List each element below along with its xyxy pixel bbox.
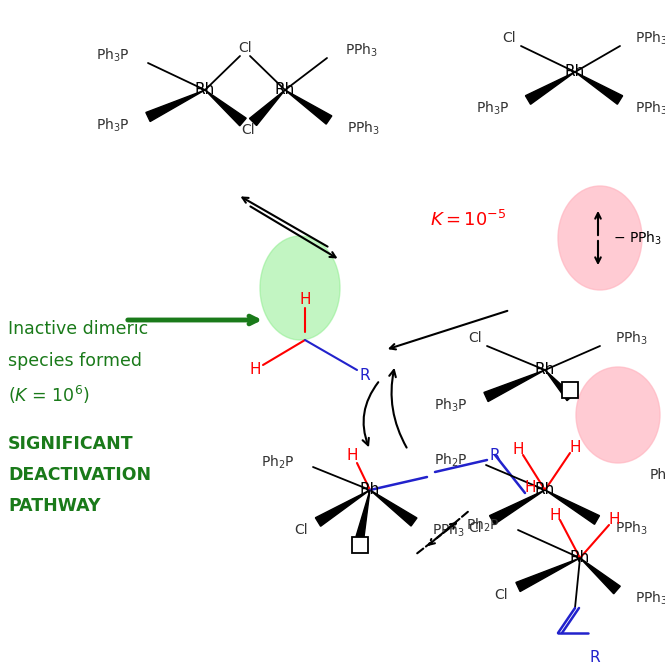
Text: Ph$_3$P: Ph$_3$P xyxy=(434,397,468,414)
Text: PPh$_3$: PPh$_3$ xyxy=(615,519,648,537)
Text: Ph$_3$P: Ph$_3$P xyxy=(476,99,510,117)
Polygon shape xyxy=(545,370,573,401)
Text: Ph$_2$P: Ph$_2$P xyxy=(466,516,500,534)
Polygon shape xyxy=(205,90,246,126)
Text: R: R xyxy=(590,651,600,662)
Text: SIGNIFICANT: SIGNIFICANT xyxy=(8,435,134,453)
Ellipse shape xyxy=(558,186,642,290)
Text: H: H xyxy=(549,508,561,522)
Text: PPh$_3$: PPh$_3$ xyxy=(635,29,665,47)
Text: H: H xyxy=(608,512,620,528)
Text: Cl: Cl xyxy=(468,521,482,535)
Text: PPh$_3$: PPh$_3$ xyxy=(615,329,648,347)
Text: PPh$_3$: PPh$_3$ xyxy=(635,99,665,117)
Text: Cl: Cl xyxy=(238,41,252,55)
Text: Cl: Cl xyxy=(494,588,508,602)
Text: Cl: Cl xyxy=(502,31,516,45)
Text: ($K$ = 10$^6$): ($K$ = 10$^6$) xyxy=(8,384,90,406)
Polygon shape xyxy=(146,90,205,122)
Polygon shape xyxy=(545,490,600,524)
Text: PATHWAY: PATHWAY xyxy=(8,497,100,515)
Text: PPh$_3$: PPh$_3$ xyxy=(635,589,665,606)
Bar xyxy=(562,382,578,398)
Text: Cl: Cl xyxy=(241,123,255,137)
Text: Inactive dimeric: Inactive dimeric xyxy=(8,320,148,338)
Text: Cl: Cl xyxy=(295,523,308,537)
Polygon shape xyxy=(516,558,580,592)
Polygon shape xyxy=(370,490,417,526)
Text: − PPh$_3$: − PPh$_3$ xyxy=(613,229,662,247)
Text: Ph$_3$P: Ph$_3$P xyxy=(96,117,130,134)
Text: R: R xyxy=(489,448,500,463)
Text: Rh: Rh xyxy=(535,363,555,377)
Text: PPh$_3$: PPh$_3$ xyxy=(345,41,378,59)
Text: H: H xyxy=(299,293,311,308)
Text: PPh$_3$: PPh$_3$ xyxy=(432,521,465,539)
Text: R: R xyxy=(360,367,370,383)
Polygon shape xyxy=(525,72,575,105)
Text: species formed: species formed xyxy=(8,352,142,370)
Text: PPh$_3$: PPh$_3$ xyxy=(347,119,380,136)
Text: H: H xyxy=(512,442,524,457)
Polygon shape xyxy=(580,558,620,594)
Text: Rh: Rh xyxy=(275,83,295,97)
Polygon shape xyxy=(484,370,545,402)
Ellipse shape xyxy=(576,367,660,463)
Polygon shape xyxy=(285,90,332,124)
Polygon shape xyxy=(489,490,545,524)
Polygon shape xyxy=(315,490,370,526)
Text: Ph$_2$P: Ph$_2$P xyxy=(261,453,295,471)
Text: Ph: Ph xyxy=(650,468,665,482)
Text: Cl: Cl xyxy=(468,331,482,345)
Polygon shape xyxy=(575,72,622,104)
Polygon shape xyxy=(356,490,370,538)
Polygon shape xyxy=(249,90,285,126)
Text: H: H xyxy=(249,363,261,377)
Text: Ph$_2$P: Ph$_2$P xyxy=(434,451,468,469)
Text: Rh: Rh xyxy=(535,483,555,498)
Text: H: H xyxy=(524,481,536,495)
Bar xyxy=(352,537,368,553)
Text: Rh: Rh xyxy=(565,64,585,79)
Ellipse shape xyxy=(260,236,340,340)
Text: Ph$_3$P: Ph$_3$P xyxy=(96,46,130,64)
Text: Rh: Rh xyxy=(195,83,215,97)
Text: $K = 10^{-5}$: $K = 10^{-5}$ xyxy=(430,210,507,230)
Text: H: H xyxy=(569,440,581,455)
Text: H: H xyxy=(346,448,358,463)
Text: DEACTIVATION: DEACTIVATION xyxy=(8,466,151,484)
Text: Rh: Rh xyxy=(360,483,380,498)
Text: Rh: Rh xyxy=(570,551,590,565)
